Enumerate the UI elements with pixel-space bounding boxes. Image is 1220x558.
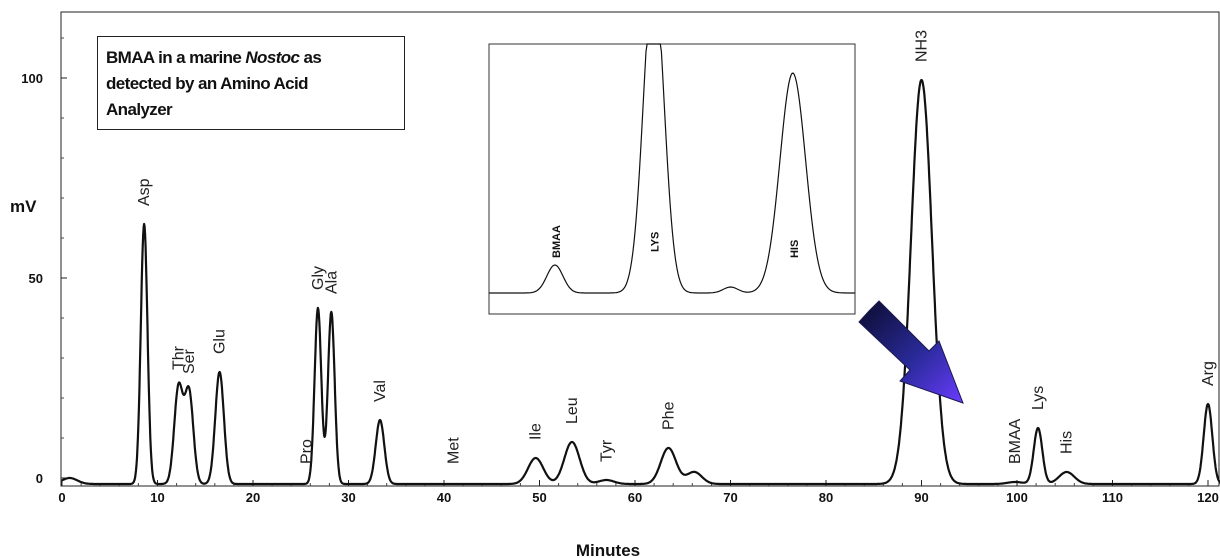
x-tick-label: 60 xyxy=(628,490,642,505)
peak-label: Ile xyxy=(528,423,545,440)
x-tick-label: 10 xyxy=(150,490,164,505)
annotation-line3: Analyzer xyxy=(106,100,173,119)
x-tick-label: 100 xyxy=(1006,490,1028,505)
inset-peak-label: LYS xyxy=(650,232,662,252)
inset-peak-label: HIS xyxy=(789,240,801,258)
trace-layer xyxy=(61,78,1220,486)
peak-label: Ser xyxy=(181,348,198,374)
peak-label: Arg xyxy=(1200,361,1217,386)
peak-label: Val xyxy=(372,380,389,402)
annotation-line1-post: as xyxy=(299,48,322,67)
y-tick-label: 100 xyxy=(21,71,43,86)
annotation-box: BMAA in a marine Nostoc as detected by a… xyxy=(97,36,405,130)
x-tick-label: 80 xyxy=(819,490,833,505)
y-axis-title: mV xyxy=(10,197,37,216)
trace-line xyxy=(61,78,1220,486)
axis-ticks: 0 10 20 30 40 50 60 70 80 90 100 110 120 0 50 100 xyxy=(21,37,1219,505)
x-tick-label: 50 xyxy=(532,490,546,505)
x-axis-title: Minutes xyxy=(576,541,640,558)
inset-peak-labels: BMAA LYS HIS xyxy=(551,225,801,258)
y-tick-label: 0 xyxy=(36,471,43,486)
bmaa-arrow xyxy=(858,300,964,404)
x-tick-label: 30 xyxy=(341,490,355,505)
x-tick-label: 0 xyxy=(58,490,65,505)
peak-label: Gly xyxy=(310,266,327,290)
annotation-line1-italic: Nostoc xyxy=(245,48,300,67)
peak-label: Met xyxy=(446,437,463,464)
x-tick-label: 90 xyxy=(914,490,928,505)
annotation-line2: detected by an Amino Acid xyxy=(106,74,309,93)
peak-label: Thr xyxy=(171,345,188,370)
peak-label: Ala xyxy=(323,271,340,294)
plot-frame xyxy=(60,11,1220,487)
peak-label: Leu xyxy=(564,397,581,424)
x-tick-label: 70 xyxy=(723,490,737,505)
x-tick-label: 40 xyxy=(437,490,451,505)
peak-label: Lys xyxy=(1030,386,1047,410)
peak-label: Asp xyxy=(136,178,153,206)
peak-label: NH3 xyxy=(914,30,931,62)
inset-chromatogram: BMAA LYS HIS xyxy=(488,43,856,315)
peak-label: Pro xyxy=(298,439,315,464)
annotation-line1-pre: BMAA in a marine xyxy=(106,48,246,67)
inset-frame xyxy=(488,43,856,315)
x-tick-label: 120 xyxy=(1197,490,1219,505)
arrow-shape xyxy=(858,300,964,404)
peak-label: Tyr xyxy=(598,439,615,462)
peak-label: His xyxy=(1059,431,1076,454)
y-tick-label: 50 xyxy=(29,271,43,286)
inset-peak-label: BMAA xyxy=(551,225,563,258)
peak-label: BMAA xyxy=(1007,418,1024,464)
peak-label: Glu xyxy=(212,329,229,354)
x-tick-label: 110 xyxy=(1102,490,1123,505)
x-tick-label: 20 xyxy=(246,490,260,505)
peak-label: Phe xyxy=(660,401,677,430)
inset-trace-line xyxy=(489,43,855,294)
